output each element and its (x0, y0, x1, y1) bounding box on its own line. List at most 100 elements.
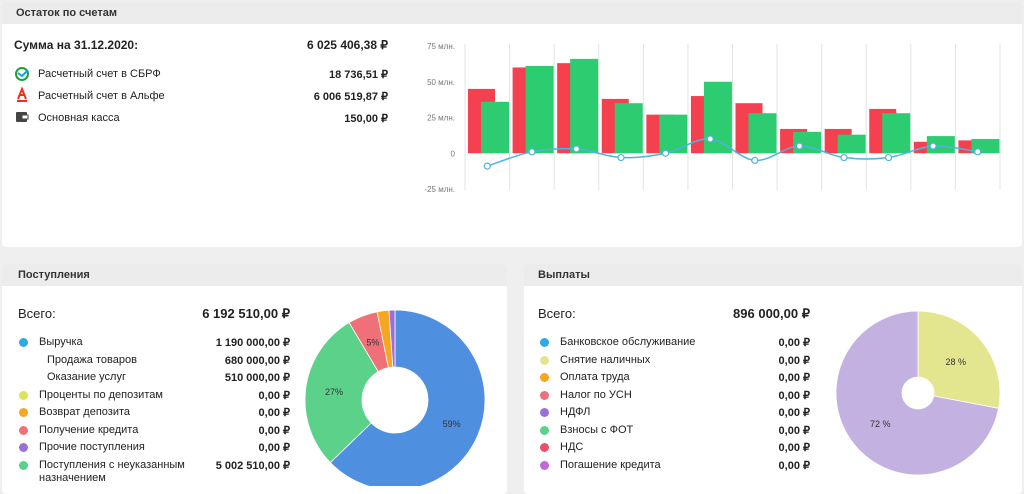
line-point (528, 148, 536, 156)
item-name: НДФЛ (560, 406, 591, 418)
y-tick-label: 50 млн. (427, 78, 455, 87)
line-point (751, 156, 759, 164)
item-name: Погашение кредита (560, 458, 661, 471)
item-amount: 0,00 ₽ (258, 389, 290, 402)
account-name: Расчетный счет в СБРФ (38, 68, 161, 80)
legend-dot (540, 390, 549, 400)
legend-dot (540, 355, 549, 365)
total-amount: 896 000,00 ₽ (733, 306, 810, 321)
total-label: Всего: (538, 306, 576, 321)
bar (882, 113, 911, 154)
bar (525, 66, 554, 154)
alfa-icon (17, 87, 27, 102)
y-tick-label: -25 млн. (424, 185, 455, 194)
item-name: Банковское обслуживание (560, 336, 696, 348)
card-title: Поступления (2, 264, 507, 286)
pie-slice (304, 322, 379, 464)
legend-dot (540, 338, 549, 347)
card-title: Остаток по счетам (2, 2, 1022, 24)
pie-slice (388, 309, 396, 368)
pie-label: 28 % (945, 357, 966, 367)
item-name: Налог по УСН (560, 388, 632, 401)
item-name: Проценты по депозитам (39, 388, 163, 401)
item-name: Поступления с неуказанным назначением (39, 458, 185, 484)
pie-label: 5% (366, 338, 379, 348)
account-amount: 150,00 ₽ (344, 113, 388, 125)
bar (703, 81, 732, 154)
item-amount: 5 002 510,00 ₽ (215, 459, 290, 472)
line-point (974, 148, 982, 156)
item-amount: 0,00 ₽ (778, 407, 810, 419)
item-amount: 1 190 000,00 ₽ (215, 337, 290, 349)
line-point (706, 135, 714, 143)
legend-dot (19, 390, 28, 400)
legend-dot (19, 338, 28, 347)
account-name: Расчетный счет в Альфе (38, 90, 165, 102)
accounts-card: Остаток по счетам Сумма на 31.12.2020: 6… (2, 2, 1022, 247)
total-amount: 6 025 406,38 ₽ (306, 38, 388, 52)
item-amount: 510 000,00 ₽ (224, 372, 290, 384)
item-name: НДС (560, 441, 584, 453)
item-name: Выручка (39, 336, 83, 348)
y-tick-label: 0 (451, 149, 456, 158)
pie-label: 59% (443, 419, 461, 429)
legend-dot (19, 408, 28, 417)
item-name: Снятие наличных (560, 353, 651, 366)
line-point (572, 145, 581, 153)
item-amount: 0,00 ₽ (778, 389, 810, 402)
bar (748, 113, 777, 154)
line-point (617, 153, 625, 162)
item-name: Взносы с ФОТ (560, 423, 634, 436)
item-amount: 0,00 ₽ (778, 442, 810, 454)
item-amount: 0,00 ₽ (778, 459, 810, 472)
legend-dot (540, 460, 549, 470)
item-amount: 0,00 ₽ (778, 424, 810, 437)
pie-label: 72 % (870, 419, 891, 429)
item-name: Оплата труда (560, 371, 630, 383)
y-tick-label: 75 млн. (427, 42, 455, 51)
bar (570, 58, 599, 154)
legend-dot (540, 425, 549, 435)
item-amount: 0,00 ₽ (778, 372, 810, 384)
item-amount: 0,00 ₽ (778, 354, 810, 367)
total-label: Сумма на 31.12.2020: (14, 38, 139, 52)
legend-dot (540, 373, 549, 382)
line-point (662, 149, 670, 157)
line-point (884, 153, 893, 162)
legend-dot (19, 460, 28, 470)
y-tick-label: 25 млн. (427, 114, 455, 123)
line (487, 138, 978, 167)
item-name: Возврат депозита (39, 406, 131, 418)
pie-label: 27% (325, 387, 343, 397)
pie-slice (835, 310, 1000, 476)
bar (481, 101, 509, 154)
legend-dot (19, 443, 28, 452)
account-amount: 18 736,51 ₽ (329, 69, 388, 81)
sber-icon (15, 67, 29, 81)
total-amount: 6 192 510,00 ₽ (202, 306, 290, 321)
line-point (795, 142, 803, 150)
line-point (840, 153, 848, 162)
bar (837, 134, 866, 154)
line-point (929, 142, 937, 150)
account-amount: 6 006 519,87 ₽ (313, 91, 388, 103)
legend-dot (540, 408, 549, 417)
bar (614, 103, 643, 154)
item-name: Оказание услуг (47, 371, 126, 383)
total-label: Всего: (18, 306, 56, 321)
item-amount: 0,00 ₽ (258, 424, 290, 437)
item-name: Получение кредита (39, 423, 139, 436)
card-title: Выплаты (524, 264, 1022, 286)
item-name: Прочие поступления (39, 441, 145, 453)
cash-icon (16, 112, 29, 122)
account-name: Основная касса (38, 112, 120, 124)
item-amount: 0,00 ₽ (258, 407, 290, 419)
line-point (483, 162, 491, 170)
item-amount: 680 000,00 ₽ (224, 354, 290, 367)
legend-dot (19, 425, 28, 435)
item-name: Продажа товаров (47, 353, 137, 366)
pie-slice (329, 309, 486, 486)
item-amount: 0,00 ₽ (258, 442, 290, 454)
